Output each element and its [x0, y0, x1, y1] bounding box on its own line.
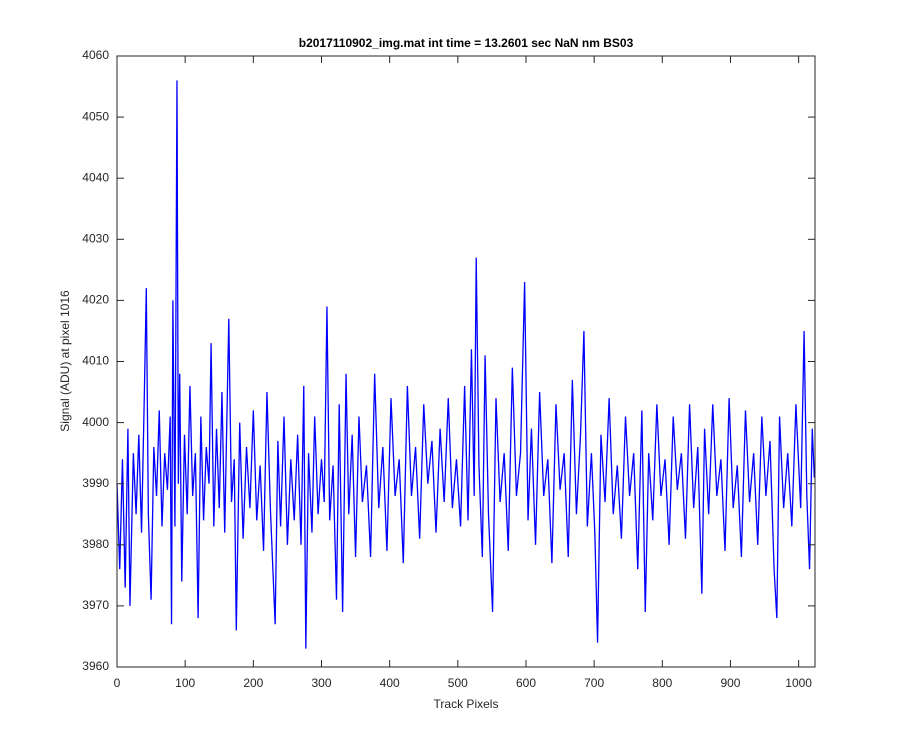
y-tick-label: 3990	[82, 476, 109, 490]
y-tick-label: 4000	[82, 415, 109, 429]
x-tick-label: 600	[516, 676, 536, 690]
x-tick-label: 400	[380, 676, 400, 690]
y-tick-label: 3970	[82, 598, 109, 612]
data-line	[116, 80, 815, 649]
y-tick-label: 3980	[82, 537, 109, 551]
x-axis-label: Track Pixels	[434, 697, 499, 711]
x-tick-label: 500	[448, 676, 468, 690]
y-tick-label: 4030	[82, 231, 109, 245]
y-tick-label: 4050	[82, 109, 109, 123]
x-tick-label: 300	[311, 676, 331, 690]
chart-title: b2017110902_img.mat int time = 13.2601 s…	[299, 36, 634, 50]
x-tick-label: 700	[584, 676, 604, 690]
plot-area	[117, 56, 815, 667]
x-tick-label: 900	[720, 676, 740, 690]
y-axis-label: Signal (ADU) at pixel 1016	[58, 290, 72, 432]
x-tick-label: 800	[652, 676, 672, 690]
y-tick-label: 4010	[82, 354, 109, 368]
y-tick-label: 4040	[82, 170, 109, 184]
y-tick-label: 4060	[82, 48, 109, 62]
y-tick-label: 3960	[82, 659, 109, 673]
x-tick-label: 200	[243, 676, 263, 690]
x-tick-label: 0	[114, 676, 121, 690]
y-tick-label: 4020	[82, 293, 109, 307]
x-tick-label: 100	[175, 676, 195, 690]
x-tick-label: 1000	[785, 676, 812, 690]
